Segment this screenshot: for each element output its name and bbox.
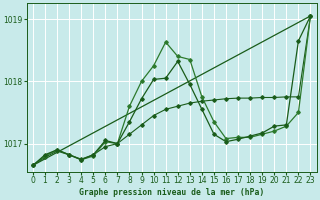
X-axis label: Graphe pression niveau de la mer (hPa): Graphe pression niveau de la mer (hPa) xyxy=(79,188,264,197)
